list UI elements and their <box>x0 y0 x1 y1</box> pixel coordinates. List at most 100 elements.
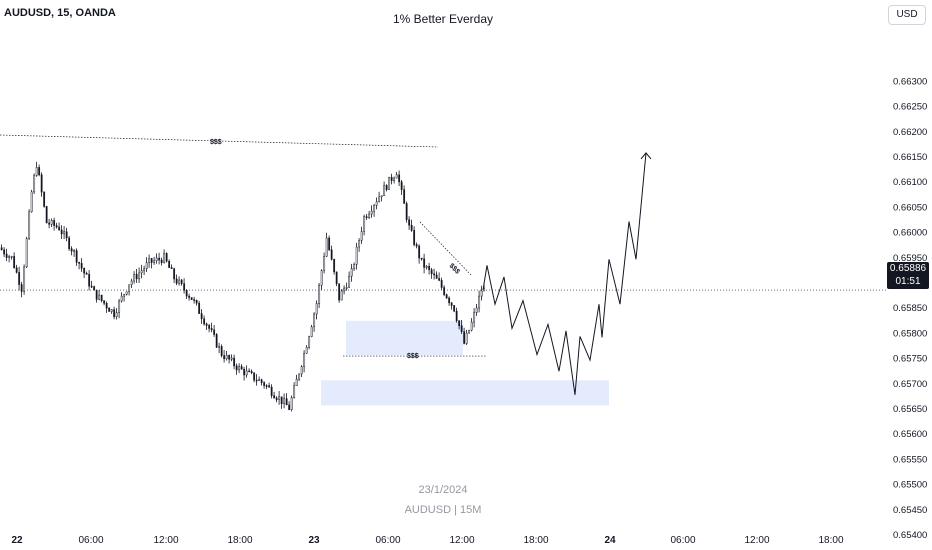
candle-body <box>53 220 56 226</box>
x-tick-label: 06:00 <box>670 535 695 546</box>
candle-body <box>300 366 303 375</box>
candle-body <box>45 206 48 224</box>
candle-body <box>445 294 448 299</box>
candle-body <box>395 174 398 179</box>
candle-body <box>175 278 178 284</box>
candle-body <box>255 379 258 382</box>
candle-body <box>58 226 61 231</box>
candle-body <box>110 309 113 312</box>
candle-body <box>468 329 471 334</box>
candle-body <box>50 220 53 225</box>
candle-body <box>268 385 271 388</box>
candle-body <box>375 201 378 206</box>
demand-zone <box>321 380 609 406</box>
candle-body <box>345 287 348 289</box>
candle-body <box>70 248 73 252</box>
x-tick-label: 18:00 <box>818 535 843 546</box>
y-tick-label: 0.66200 <box>893 127 927 138</box>
x-tick-label: 06:00 <box>375 535 400 546</box>
candle-body <box>413 230 416 245</box>
candle-body <box>115 312 118 318</box>
watermark-date: 23/1/2024 <box>418 484 468 496</box>
candle-body <box>355 246 358 265</box>
candle-body <box>188 295 191 298</box>
candle-body <box>40 174 43 193</box>
chart-title: 1% Better Everday <box>392 12 494 26</box>
candle-body <box>200 313 203 320</box>
candle-body <box>233 357 236 367</box>
candle-body <box>80 263 83 269</box>
candle-body <box>213 329 216 335</box>
candle-body <box>15 267 18 273</box>
candle-body <box>218 346 221 348</box>
candle-body <box>3 249 6 255</box>
symbol-label[interactable]: AUDUSD, 15, OANDA <box>4 7 116 19</box>
candle-body <box>135 274 138 280</box>
candle-body <box>443 287 446 295</box>
candle-body <box>13 256 16 269</box>
candle-body <box>178 279 181 284</box>
candle-body <box>350 268 353 277</box>
candle-body <box>153 260 156 263</box>
candle-body <box>208 325 211 329</box>
candle-body <box>358 240 361 248</box>
candle-body <box>365 216 368 218</box>
candle-body <box>275 397 278 400</box>
candle-body <box>160 259 163 263</box>
x-tick-label: 18:00 <box>227 535 252 546</box>
candle-body <box>475 307 478 313</box>
candle-body <box>108 307 111 312</box>
candle-body <box>305 346 308 354</box>
candle-body <box>453 305 456 312</box>
candle-body <box>405 203 408 220</box>
current-price-label: 0.65886 01:51 <box>887 262 929 289</box>
candle-body <box>205 323 208 326</box>
candle-body <box>315 303 318 315</box>
candle-body <box>378 196 381 203</box>
candle-body <box>203 318 206 325</box>
candle-body <box>288 404 291 410</box>
candle-body <box>448 297 451 304</box>
candle-body <box>103 300 106 304</box>
candle-body <box>98 294 101 300</box>
x-tick-label: 12:00 <box>449 535 474 546</box>
candle-body <box>150 258 153 263</box>
candle-body <box>88 274 91 287</box>
candle-body <box>155 257 158 261</box>
y-tick-label: 0.65800 <box>893 328 927 339</box>
candle-body <box>323 255 326 271</box>
candle-body <box>158 257 161 261</box>
candle-body <box>428 265 431 270</box>
candle-body <box>138 272 141 280</box>
x-tick-label: 23 <box>308 535 320 546</box>
candle-body <box>35 167 38 176</box>
candle-body <box>340 290 343 301</box>
candle-body <box>263 382 266 386</box>
candle-body <box>330 249 333 260</box>
liquidity-line <box>419 221 473 277</box>
candle-body <box>90 285 93 288</box>
candle-body <box>260 379 263 383</box>
current-price-value: 0.65886 <box>889 263 927 274</box>
y-tick-label: 0.65600 <box>893 429 927 440</box>
candle-body <box>228 354 231 360</box>
candle-body <box>68 237 71 249</box>
candle-body <box>390 176 393 181</box>
candle-body <box>113 309 116 318</box>
candle-body <box>470 321 473 331</box>
currency-button[interactable]: USD <box>888 5 926 25</box>
liquidity-label: $$$ <box>407 353 419 360</box>
candle-body <box>403 189 406 204</box>
candle-body <box>75 250 78 263</box>
candle-body <box>455 310 458 321</box>
candle-body <box>85 272 88 275</box>
y-tick-label: 0.66300 <box>893 76 927 87</box>
candle-body <box>5 253 8 258</box>
candle-body <box>290 397 293 410</box>
candle-body <box>280 396 283 405</box>
candle-body <box>328 237 331 251</box>
candle-body <box>118 300 121 313</box>
candle-body <box>293 385 296 398</box>
candle-body <box>273 395 276 399</box>
